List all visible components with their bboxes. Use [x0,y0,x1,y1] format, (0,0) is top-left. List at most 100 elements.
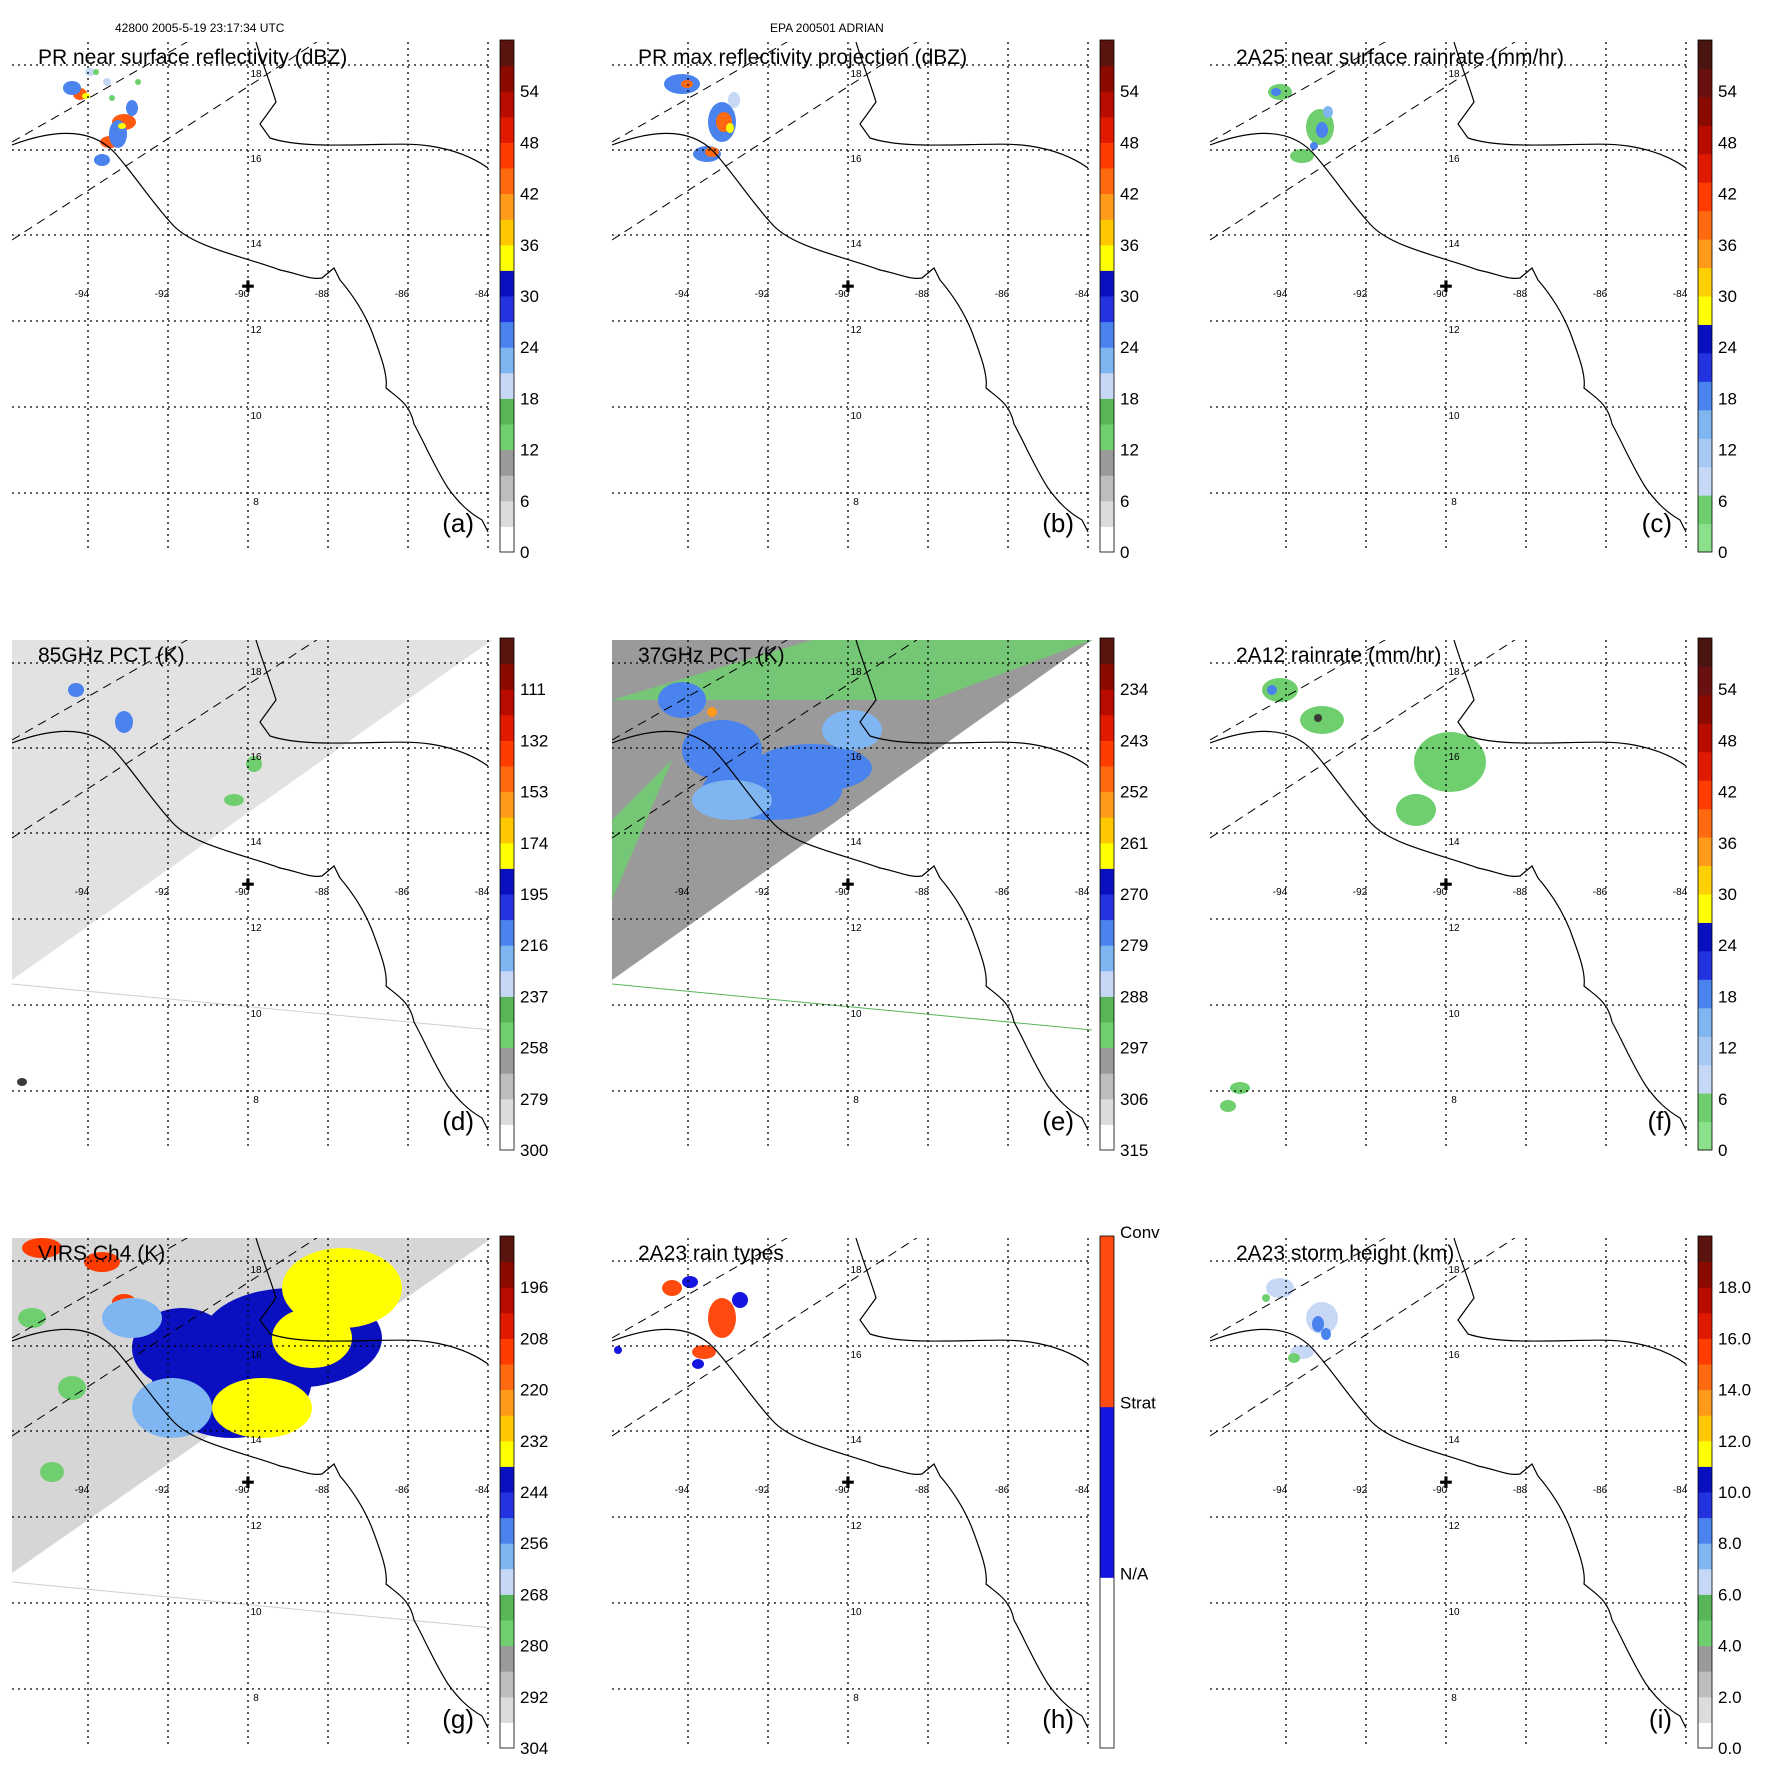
colorbar-label: 6.0 [1718,1585,1742,1604]
colorbar-segment [500,638,514,665]
precip-cell [135,79,141,85]
longitude-label: -92 [755,1485,770,1496]
colorbar-label: 132 [520,731,548,750]
swath-edge-line [612,983,1092,1031]
latitude-label: 18 [850,69,862,80]
latitude-label: 18 [1448,667,1460,678]
colorbar-segment [1698,865,1712,895]
colorbar-segment [1698,1594,1712,1621]
colorbar-segment [1100,1406,1114,1578]
colorbar-label: 12 [1718,441,1737,460]
colorbar-segment [1100,663,1114,690]
colorbar-segment [1100,1236,1114,1408]
colorbar-segment [1698,922,1712,952]
latitude-label: 8 [253,1693,259,1704]
colorbar-segment [1100,347,1114,374]
colorbar-label: 252 [1120,783,1148,802]
longitude-label: -92 [1353,1485,1368,1496]
storm-center-icon: ✚ [841,875,854,894]
colorbar-label: 208 [520,1329,548,1348]
colorbar-segment [1100,970,1114,997]
panel-letter: (b) [1042,508,1074,538]
colorbar-frame [499,39,515,553]
latitude-label: 16 [850,1350,862,1361]
colorbar-segment [1698,1415,1712,1442]
latitude-label: 14 [1448,1435,1460,1446]
colorbar-segment [500,296,514,323]
colorbar-label: 196 [520,1278,548,1297]
coastline [12,132,489,533]
colorbar-segment [1100,894,1114,921]
longitude-label: -88 [1513,887,1528,898]
colorbar-label: 232 [520,1432,548,1451]
longitude-label: -92 [1353,289,1368,300]
colorbar-label: 42 [1718,185,1737,204]
colorbar-segment [1698,1312,1712,1339]
colorbar-label: 14.0 [1718,1381,1751,1400]
coastline [1210,132,1687,533]
longitude-label: -86 [995,887,1010,898]
colorbar-frame [1697,1235,1713,1749]
latitude-label: 14 [850,239,862,250]
latitude-label: 12 [250,325,262,336]
colorbar-segment [500,1517,514,1544]
colorbar-segment [1100,321,1114,348]
colorbar-segment [500,398,514,425]
colorbar-label: 24 [520,338,539,357]
latitude-label: 16 [1448,1350,1460,1361]
longitude-label: -86 [395,289,410,300]
colorbar-segment [500,1098,514,1125]
colorbar-segment [500,65,514,92]
latitude-label: 10 [250,411,262,422]
swath-edge [612,640,789,741]
colorbar-label: Conv [1120,1223,1160,1242]
colorbar-segment [500,1364,514,1391]
longitude-label: -88 [315,1485,330,1496]
colorbar-segment [500,919,514,946]
colorbar-segment [1100,1577,1114,1749]
colorbar-label: 36 [1718,236,1737,255]
swath-overlay-green [612,640,1092,700]
colorbar-label: 315 [1120,1141,1148,1160]
colorbar-label: 292 [520,1688,548,1707]
colorbar-label: 304 [520,1739,548,1758]
colorbar-label: 6 [520,492,529,511]
precip-cell [82,93,90,99]
swath-overlay-green [612,760,672,900]
colorbar-segment [1100,919,1114,946]
coastline [855,640,1089,767]
colorbar-label: 18 [1718,987,1737,1006]
precip-cell [1414,732,1486,792]
colorbar-segment [1100,296,1114,323]
colorbar-label: 0.0 [1718,1739,1742,1758]
colorbar-segment [1698,1492,1712,1519]
colorbar-label: 10.0 [1718,1483,1751,1502]
precip-cell [58,1376,86,1400]
longitude-label: -94 [675,887,690,898]
colorbar-segment [1698,40,1712,69]
latitude-label: 18 [250,667,262,678]
longitude-label: -92 [155,887,170,898]
longitude-label: -92 [155,289,170,300]
colorbar-label: 243 [1120,731,1148,750]
longitude-label: -94 [1273,289,1288,300]
colorbar-label: 256 [520,1534,548,1553]
colorbar-segment [1100,791,1114,818]
longitude-label: -84 [1075,887,1090,898]
colorbar-label: Strat [1120,1394,1156,1413]
colorbar-segment [1100,500,1114,527]
colorbar-a: 0 6 12 18 24 30 36 42 48 54 [499,39,539,562]
latitude-label: 10 [1448,1009,1460,1020]
colorbar-label: 42 [1718,783,1737,802]
storm-center-icon: ✚ [241,1473,254,1492]
colorbar-segment [1698,1722,1712,1749]
colorbar-label: 54 [1718,680,1737,699]
latitude-label: 14 [250,239,262,250]
colorbar-segment [500,945,514,972]
latitude-label: 10 [1448,411,1460,422]
latitude-label: 14 [1448,837,1460,848]
latitude-label: 18 [250,1265,262,1276]
colorbar-segment [1100,868,1114,895]
latitude-label: 18 [1448,1265,1460,1276]
latitude-label: 8 [253,497,259,508]
